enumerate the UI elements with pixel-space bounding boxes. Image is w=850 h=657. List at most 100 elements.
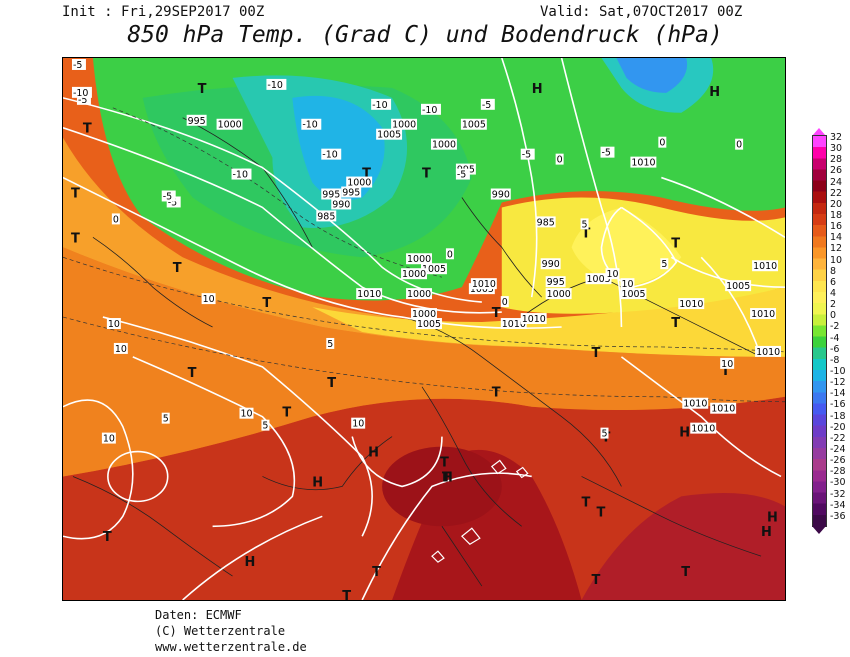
- isobar-label-box: [416, 318, 442, 329]
- data-source: Daten: ECMWF: [155, 608, 242, 622]
- isobar-label: 1005: [470, 284, 494, 295]
- temperature-label: 5: [661, 259, 667, 270]
- copyright: (C) Wetterzentrale: [155, 624, 286, 638]
- temperature-label-box: [605, 268, 620, 280]
- isobar-label: 1010: [711, 404, 735, 415]
- low-pressure-mark: T: [372, 565, 381, 580]
- temperature-label-box: [161, 412, 170, 424]
- legend-tick-label: 12: [830, 243, 843, 255]
- temperature-label-box: [580, 218, 589, 230]
- isobar-label-box: [620, 288, 647, 300]
- isobar-label-box: [341, 186, 362, 198]
- temperature-label: -5: [163, 191, 172, 202]
- temperature-label-box: [326, 337, 335, 349]
- legend-tick-label: -6: [830, 343, 840, 355]
- isobar-label: 1010: [502, 319, 526, 330]
- legend-tick-label: 22: [830, 187, 843, 199]
- isobar-label: 1005: [621, 289, 645, 300]
- isobar-label: 1000: [432, 140, 456, 151]
- temperature-label: 10: [721, 359, 733, 370]
- temperature-label: 0: [557, 155, 563, 166]
- legend-arrow-bottom: [812, 526, 826, 534]
- isobar-label-box: [356, 288, 383, 300]
- isobar-label: 1010: [357, 289, 381, 300]
- legend-tick-label: 28: [830, 154, 843, 166]
- low-pressure-mark: T: [721, 364, 730, 379]
- legend-tick-label: -8: [830, 354, 840, 366]
- low-pressure-mark: T: [71, 186, 80, 201]
- isobar-label: 1010: [753, 261, 777, 272]
- isobar-label-box: [421, 263, 447, 275]
- legend-tick-label: 10: [830, 254, 843, 266]
- isobar-label-box: [470, 278, 497, 290]
- isobar-label: 1010: [751, 309, 775, 320]
- temperature-label: -5: [522, 150, 531, 161]
- low-pressure-mark: T: [422, 167, 431, 182]
- temperature-label-box: [555, 153, 564, 165]
- legend-tick-label: -12: [830, 377, 846, 389]
- temperature-label: 0: [113, 214, 119, 225]
- temperature-label-box: [658, 136, 667, 148]
- isobar-label-box: [346, 176, 373, 188]
- high-pressure-mark: H: [767, 510, 778, 525]
- legend-tick-label: -4: [830, 332, 840, 344]
- isobar-label: 995: [188, 116, 206, 127]
- low-pressure-mark: T: [442, 470, 451, 485]
- temperature-label-box: [600, 146, 615, 158]
- high-pressure-mark: H: [709, 85, 720, 100]
- low-pressure-mark: T: [71, 231, 80, 246]
- temperature-label-box: [239, 407, 254, 419]
- temperature-label: 5: [602, 429, 608, 440]
- low-pressure-mark: T: [597, 505, 606, 520]
- isobar-label: 1010: [472, 279, 496, 290]
- legend-tick-label: 16: [830, 221, 843, 233]
- temperature-label-box: [720, 357, 735, 369]
- temperature-label: 0: [659, 138, 665, 149]
- isobar-label-box: [545, 288, 572, 300]
- isobar-label-box: [545, 276, 566, 288]
- legend-tick-label: 30: [830, 143, 843, 155]
- isobar-label-box: [406, 288, 432, 300]
- temperature-label-box: [500, 296, 509, 308]
- temperature-label: -5: [78, 95, 87, 106]
- isobar-label-box: [411, 308, 437, 320]
- temperature-label: 10: [203, 294, 215, 305]
- isobar-label-box: [752, 260, 779, 272]
- weather-map: HHHHHHHHHTTTTTTTTTTTTTTTTTTTTTTTTTTTT995…: [62, 57, 786, 601]
- isobar-label: 1005: [377, 130, 401, 141]
- isobar-label-box: [535, 216, 556, 228]
- isobar-label: 1005: [587, 274, 611, 285]
- low-pressure-mark: T: [671, 316, 680, 331]
- isobar-label-box: [321, 188, 342, 200]
- legend-tick-label: -26: [830, 455, 846, 467]
- isobar-label-box: [585, 273, 612, 285]
- temperature-label: 5: [327, 339, 333, 350]
- temperature-label-box: [600, 427, 609, 439]
- temperature-label-box: [480, 98, 495, 110]
- isobar-label-box: [376, 128, 403, 140]
- temperature-label: 0: [447, 249, 453, 260]
- legend-tick-label: 2: [830, 299, 837, 311]
- temperature-label-box: [113, 342, 128, 354]
- isobar-label: 1000: [547, 289, 571, 300]
- high-pressure-mark: H: [312, 475, 323, 490]
- isobar-label-box: [316, 210, 337, 222]
- temperature-label: -5: [482, 100, 491, 111]
- isobar-label-box: [678, 298, 705, 310]
- temperature-label-box: [660, 258, 669, 270]
- temperature-label: -10: [372, 100, 387, 111]
- isobar-label: 995: [547, 277, 565, 288]
- isobar-label: 1000: [407, 289, 431, 300]
- isobar-label-box: [460, 118, 487, 130]
- temperature-label-box: [111, 213, 120, 225]
- isobar-label: 995: [342, 187, 360, 198]
- isobar-label: 1000: [392, 120, 416, 131]
- chart-title: 850 hPa Temp. (Grad C) und Bodendruck (h…: [127, 22, 723, 48]
- temperature-label: -5: [457, 170, 466, 181]
- temperature-label-box: [321, 148, 342, 160]
- temperature-label-box: [455, 168, 470, 180]
- isobar-label: 995: [322, 189, 340, 200]
- low-pressure-mark: T: [440, 455, 449, 470]
- website-link[interactable]: www.wetterzentrale.de: [155, 640, 307, 654]
- legend-tick-label: 8: [830, 265, 837, 277]
